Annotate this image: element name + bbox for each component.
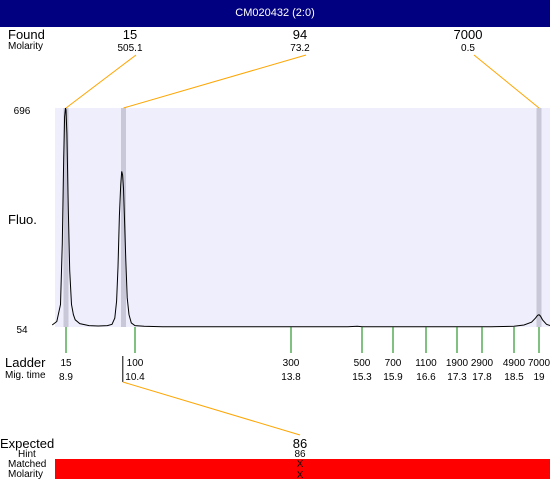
mig-time-label: Mig. time	[5, 370, 46, 381]
found-peak-connector	[473, 54, 540, 109]
ladder-label: Ladder	[5, 355, 46, 370]
matched-label: Matched	[8, 459, 47, 470]
plot-area	[55, 108, 550, 327]
expected-molarity-value: X	[297, 470, 304, 480]
found-peak-connector	[65, 54, 137, 109]
ladder-time-label: 16.6	[416, 372, 436, 383]
found-molarity-label: 73.2	[290, 43, 310, 54]
fluo-axis-label: Fluo.	[8, 212, 37, 227]
y-tick-label: 54	[16, 325, 28, 336]
y-tick-label: 696	[14, 106, 31, 117]
signal-trace	[51, 107, 550, 328]
ladder-time-label: 17.8	[472, 372, 492, 383]
molarity-label: Molarity	[8, 41, 44, 52]
ladder-size-label: 300	[283, 358, 300, 369]
matched-bar	[55, 459, 550, 469]
ladder-size-label: 15	[60, 358, 72, 369]
found-molarity-label: 0.5	[461, 43, 475, 54]
peak-band	[121, 108, 126, 327]
ladder-time-label: 13.8	[281, 372, 301, 383]
found-size-label: 94	[293, 27, 307, 42]
ladder-size-label: 1100	[415, 358, 437, 369]
expected-matched-value: X	[297, 459, 304, 470]
expected-size-label: 86	[293, 436, 307, 451]
found-size-label: 15	[123, 27, 137, 42]
expected-label: Expected	[0, 436, 55, 451]
ladder-size-label: 700	[385, 358, 402, 369]
hint-label: Hint	[18, 449, 36, 460]
ladder-time-label: 15.3	[352, 372, 372, 383]
found-size-label: 7000	[454, 27, 483, 42]
ladder-size-label: 100	[127, 358, 144, 369]
peak-band	[536, 108, 542, 327]
found-peak-connector	[123, 54, 307, 109]
ladder-size-label: 7000	[528, 358, 550, 369]
molarity-row-label: Molarity	[8, 469, 44, 480]
ladder-size-label: 1900	[446, 358, 469, 369]
ladder-time-label: 17.3	[447, 372, 467, 383]
ladder-time-label: 18.5	[504, 372, 524, 383]
expected-hint-value: 86	[294, 449, 306, 460]
found-molarity-label: 505.1	[117, 43, 142, 54]
ladder-time-label: 10.4	[125, 372, 145, 383]
found-label: Found	[8, 27, 45, 42]
expected-connector	[122, 381, 301, 436]
ladder-time-label: 15.9	[383, 372, 403, 383]
window-title: CM020432 (2:0)	[0, 0, 550, 27]
ladder-time-label: 8.9	[59, 372, 73, 383]
molarity-bar	[55, 469, 550, 479]
ladder-size-label: 500	[354, 358, 371, 369]
ladder-size-label: 2900	[471, 358, 494, 369]
peak-band	[63, 108, 69, 327]
ladder-time-label: 19	[533, 372, 545, 383]
ladder-size-label: 4900	[503, 358, 526, 369]
